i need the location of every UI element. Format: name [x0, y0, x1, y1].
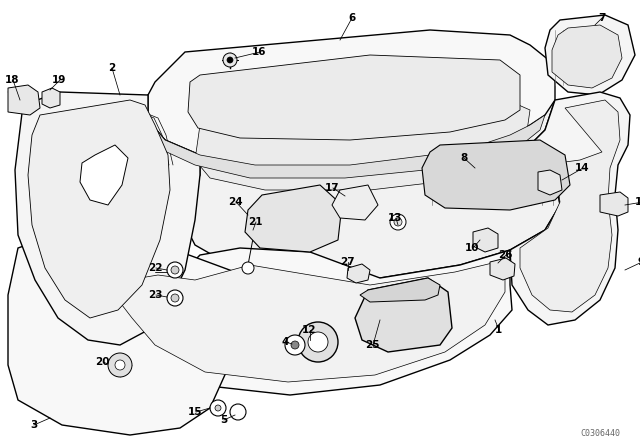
Polygon shape — [490, 258, 515, 280]
Circle shape — [242, 262, 254, 274]
Circle shape — [308, 332, 328, 352]
Text: 27: 27 — [340, 257, 355, 267]
Text: 16: 16 — [252, 47, 266, 57]
Circle shape — [230, 404, 246, 420]
Polygon shape — [195, 85, 530, 190]
Circle shape — [167, 262, 183, 278]
Polygon shape — [600, 192, 628, 216]
Text: 12: 12 — [302, 325, 317, 335]
Text: 15: 15 — [188, 407, 202, 417]
Text: 23: 23 — [148, 290, 163, 300]
Polygon shape — [148, 30, 555, 165]
Text: 26: 26 — [498, 250, 513, 260]
Polygon shape — [112, 260, 505, 382]
Polygon shape — [42, 88, 60, 108]
Circle shape — [171, 294, 179, 302]
Circle shape — [390, 214, 406, 230]
Text: 18: 18 — [5, 75, 19, 85]
Text: 11: 11 — [635, 197, 640, 207]
Text: 14: 14 — [575, 163, 589, 173]
Polygon shape — [360, 278, 440, 302]
Text: 4: 4 — [282, 337, 289, 347]
Polygon shape — [148, 65, 560, 278]
Polygon shape — [538, 170, 562, 195]
Polygon shape — [245, 185, 342, 252]
Text: 22: 22 — [148, 263, 163, 273]
Circle shape — [108, 353, 132, 377]
Polygon shape — [145, 115, 545, 178]
Polygon shape — [552, 25, 622, 88]
Text: 9: 9 — [638, 257, 640, 267]
Polygon shape — [28, 100, 170, 318]
Text: 19: 19 — [52, 75, 67, 85]
Polygon shape — [520, 100, 620, 312]
Polygon shape — [188, 55, 520, 140]
Text: 8: 8 — [460, 153, 467, 163]
Circle shape — [223, 53, 237, 67]
Text: 20: 20 — [95, 357, 109, 367]
Polygon shape — [100, 248, 512, 395]
Text: 5: 5 — [220, 415, 227, 425]
Text: 21: 21 — [248, 217, 262, 227]
Polygon shape — [422, 140, 570, 210]
Text: 7: 7 — [598, 13, 605, 23]
Circle shape — [291, 341, 299, 349]
Text: 13: 13 — [388, 213, 403, 223]
Circle shape — [394, 218, 402, 226]
Polygon shape — [80, 145, 128, 205]
Polygon shape — [510, 92, 630, 325]
Circle shape — [227, 57, 233, 63]
Text: 3: 3 — [30, 420, 37, 430]
Text: C0306440: C0306440 — [580, 429, 620, 438]
Text: 10: 10 — [465, 243, 479, 253]
Circle shape — [298, 322, 338, 362]
Polygon shape — [332, 185, 378, 220]
Polygon shape — [355, 278, 452, 352]
Circle shape — [215, 405, 221, 411]
Polygon shape — [8, 228, 242, 435]
Circle shape — [210, 400, 226, 416]
Circle shape — [171, 266, 179, 274]
Polygon shape — [347, 264, 370, 283]
Polygon shape — [15, 92, 200, 345]
Circle shape — [115, 360, 125, 370]
Text: 1: 1 — [495, 325, 502, 335]
Polygon shape — [545, 15, 635, 95]
Text: 17: 17 — [325, 183, 340, 193]
Text: 6: 6 — [348, 13, 355, 23]
Text: 25: 25 — [365, 340, 380, 350]
Text: 2: 2 — [108, 63, 115, 73]
Text: 24: 24 — [228, 197, 243, 207]
Polygon shape — [473, 228, 498, 252]
Polygon shape — [8, 85, 40, 115]
Circle shape — [167, 290, 183, 306]
Circle shape — [285, 335, 305, 355]
